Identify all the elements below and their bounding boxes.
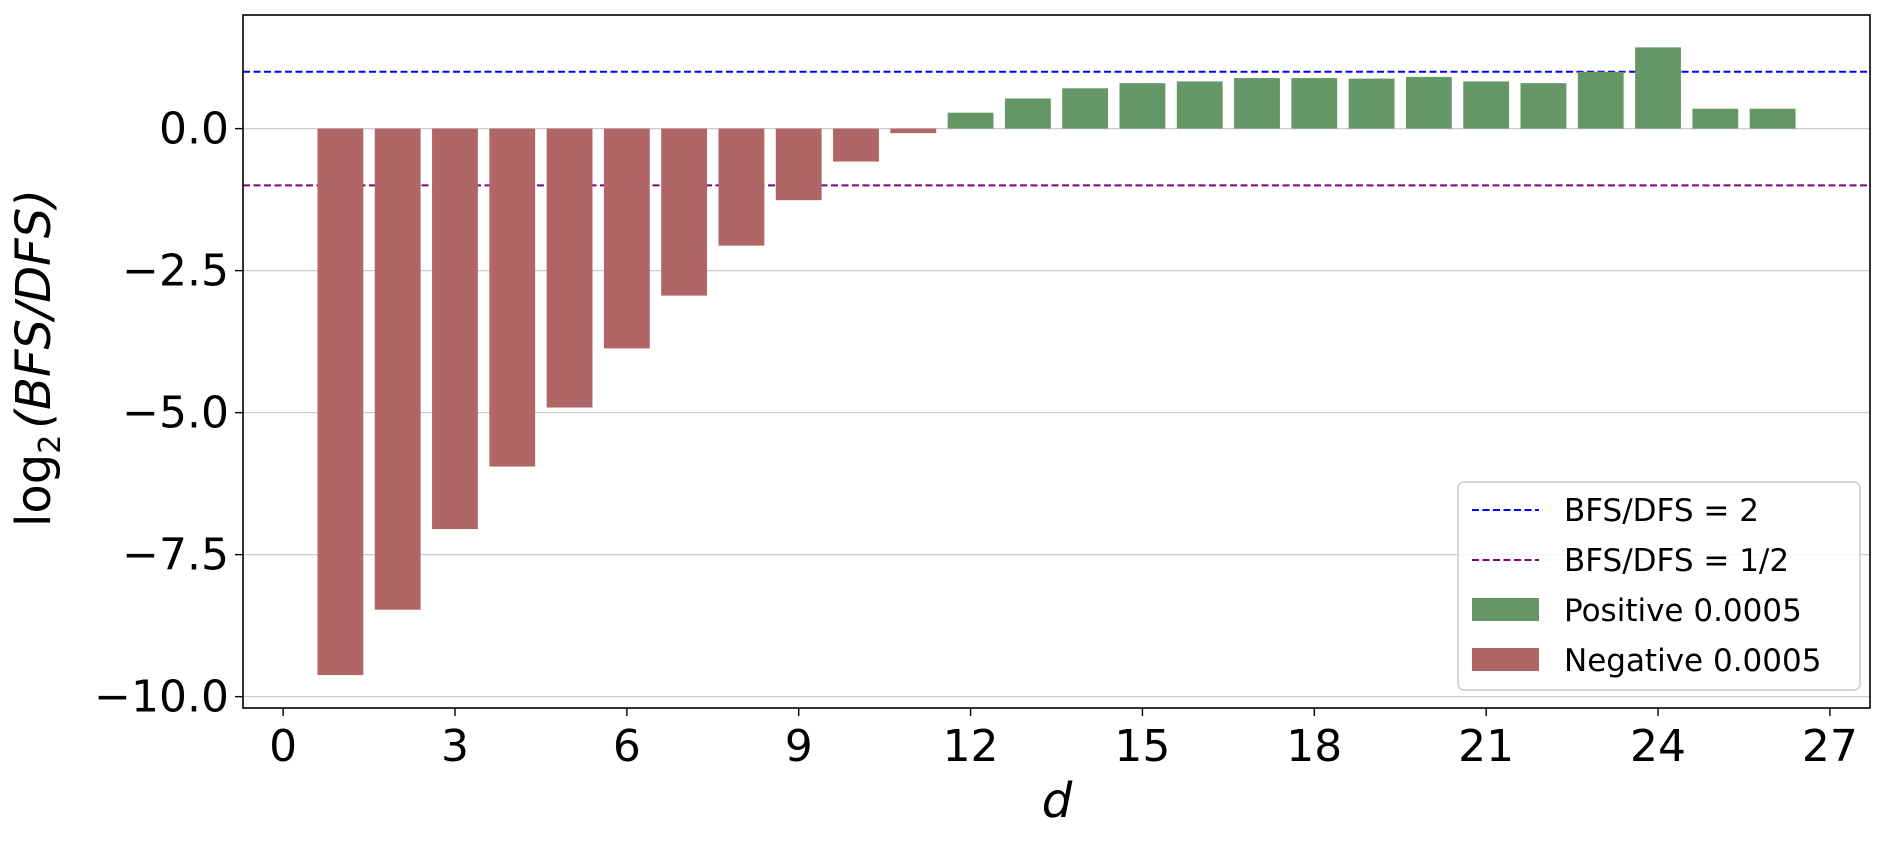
bar-negative-7	[661, 128, 708, 296]
x-axis-ticks: 0 3 6 9 12 15 18 21 24 27	[269, 708, 1858, 772]
legend: BFS/DFS = 2 BFS/DFS = 1/2 Positive 0.000…	[1457, 481, 1861, 691]
bar-positive-20	[1405, 76, 1452, 129]
bar-negative-5	[546, 128, 593, 408]
bar-positive-16	[1176, 81, 1223, 129]
y-tick-label: 0.0	[159, 104, 229, 155]
y-axis-ticks: 0.0 −2.5 −5.0 −7.5 −10.0	[94, 104, 243, 723]
bar-negative-1	[317, 128, 364, 676]
bar-positive-21	[1463, 81, 1510, 129]
x-tick-label: 6	[613, 721, 641, 772]
bar-positive-18	[1291, 78, 1338, 129]
legend-label-negative: Negative 0.0005	[1564, 643, 1821, 679]
y-axis-title-body: (BFS/DFS)	[6, 189, 62, 429]
legend-label-ratio-2: BFS/DFS = 2	[1564, 493, 1759, 529]
y-tick-label: −2.5	[122, 246, 229, 297]
y-axis-title-subscript: 2	[33, 435, 68, 454]
bar-positive-14	[1062, 88, 1109, 129]
x-tick-label: 3	[441, 721, 469, 772]
legend-frame	[1457, 481, 1861, 691]
legend-swatch-positive	[1472, 598, 1539, 621]
x-tick-label: 21	[1458, 721, 1514, 772]
bar-positive-19	[1348, 78, 1395, 129]
bar-negative-10	[833, 128, 879, 162]
bar-positive-13	[1004, 98, 1051, 129]
x-tick-label: 12	[943, 721, 999, 772]
x-tick-label: 18	[1286, 721, 1342, 772]
bar-negative-9	[775, 128, 822, 201]
bar-positive-22	[1520, 83, 1567, 129]
bar-positive-25	[1692, 108, 1739, 129]
y-tick-label: −7.5	[122, 530, 229, 581]
bar-positive-12	[947, 112, 994, 129]
legend-label-ratio-half: BFS/DFS = 1/2	[1564, 543, 1789, 579]
bar-positive-23	[1577, 71, 1624, 129]
y-axis-title-func: log	[6, 454, 62, 527]
legend-label-positive: Positive 0.0005	[1564, 593, 1802, 629]
bar-positive-24	[1635, 47, 1681, 129]
y-tick-label: −5.0	[122, 388, 229, 439]
plot-area-frame	[242, 14, 1871, 709]
x-axis-title: d	[1042, 773, 1073, 829]
x-tick-label: 24	[1630, 721, 1686, 772]
bar-negative-6	[603, 128, 650, 349]
svg-text:log2(BFS/DFS): log2 (BFS/DFS)	[6, 189, 68, 527]
x-tick-label: 15	[1114, 721, 1170, 772]
bar-negative-2	[374, 128, 421, 610]
bar-positive-17	[1234, 78, 1280, 129]
bar-positive-26	[1749, 108, 1796, 129]
x-tick-label: 9	[785, 721, 813, 772]
bar-negative-8	[718, 128, 765, 246]
bar-negative-11	[890, 128, 937, 134]
x-tick-label: 27	[1802, 721, 1858, 772]
bar-negative-4	[489, 128, 536, 467]
legend-swatch-negative	[1472, 648, 1539, 671]
bars	[317, 47, 1796, 676]
bar-positive-15	[1119, 83, 1166, 129]
bar-negative-3	[432, 128, 478, 530]
y-axis-title: log2 (BFS/DFS)	[6, 189, 68, 527]
y-tick-label: −10.0	[94, 672, 229, 723]
x-tick-label: 0	[269, 721, 297, 772]
